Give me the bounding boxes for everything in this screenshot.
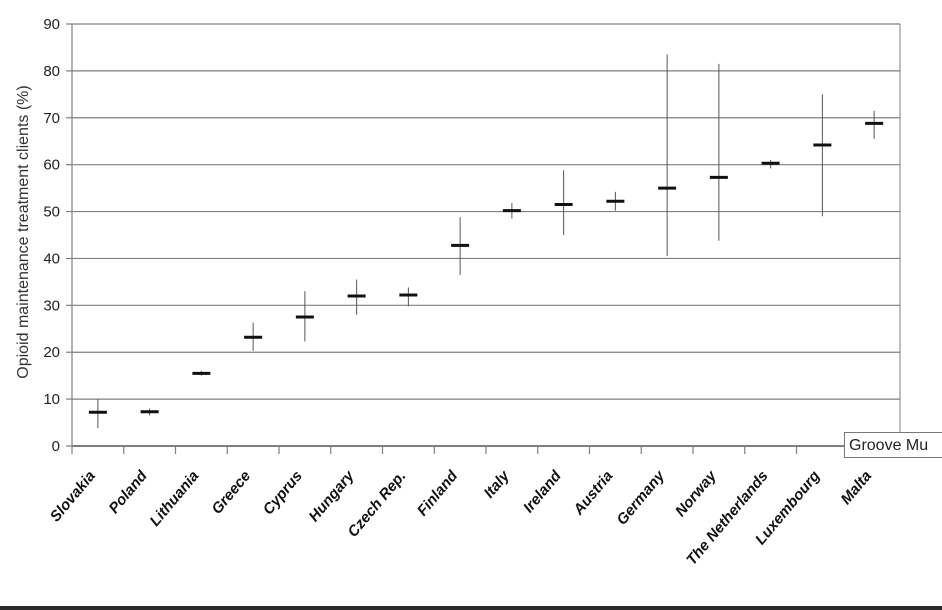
x-tick-label-slovakia: Slovakia (47, 468, 99, 526)
x-tick-label-austria: Austria (570, 468, 617, 519)
x-tick-label-cyprus: Cyprus (260, 468, 306, 519)
y-tick-label-90: 90 (43, 16, 60, 33)
y-axis-label: Opioid maintenance treatment clients (%) (15, 85, 32, 378)
y-tick-label-50: 50 (43, 204, 60, 221)
x-tick-label-ireland: Ireland (520, 467, 565, 516)
y-tick-label-10: 10 (43, 391, 60, 408)
tooltip: Groove Mu (844, 432, 942, 458)
axes (66, 23, 901, 454)
y-tick-labels: 0 10 20 30 40 50 60 70 80 90 (43, 16, 60, 455)
x-tick-label-greece: Greece (208, 468, 254, 518)
y-tick-label-20: 20 (43, 344, 60, 361)
x-tick-label-hungary: Hungary (306, 467, 359, 525)
x-tick-label-germany: Germany (613, 467, 668, 528)
window-frame-bottom (0, 606, 942, 610)
x-tick-label-lithuania: Lithuania (147, 468, 203, 530)
data-marks (88, 54, 884, 429)
x-tick-label-norway: Norway (672, 467, 720, 520)
y-tick-label-80: 80 (43, 63, 60, 80)
y-tick-label-0: 0 (52, 438, 60, 455)
y-tick-label-60: 60 (43, 157, 60, 174)
x-tick-label-malta: Malta (838, 468, 876, 508)
gridlines (72, 23, 900, 400)
y-tick-label-70: 70 (43, 110, 60, 127)
y-tick-label-30: 30 (43, 297, 60, 314)
x-tick-label-finland: Finland (414, 467, 462, 519)
y-tick-label-40: 40 (43, 250, 60, 267)
x-tick-label-poland: Poland (106, 467, 152, 517)
x-tick-label-italy: Italy (481, 467, 514, 501)
